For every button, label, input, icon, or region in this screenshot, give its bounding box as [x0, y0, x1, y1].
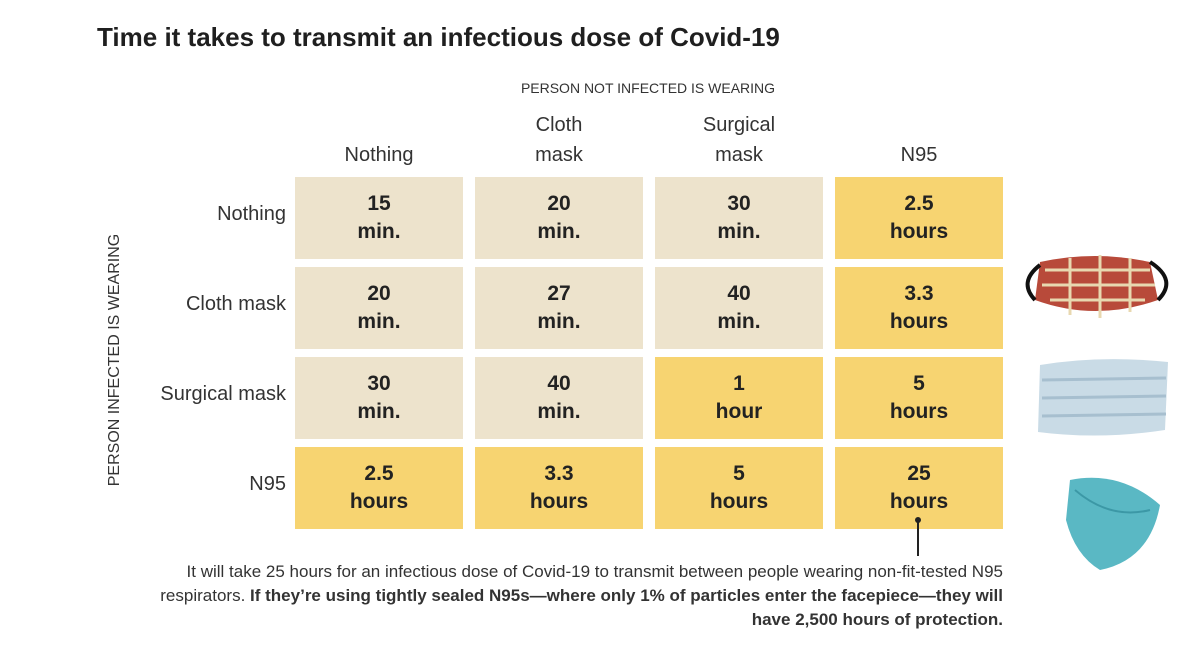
cell-unit: min.	[357, 310, 401, 333]
cell-unit: hours	[529, 490, 589, 513]
column-label-line: Nothing	[344, 144, 414, 166]
surgical-mask-icon	[1038, 359, 1168, 436]
cell-value: 40	[547, 372, 571, 395]
column-label: Cloth mask	[475, 110, 643, 170]
cell-value: 2.5	[904, 192, 934, 215]
cell-value: 40	[727, 282, 751, 305]
cell: 20 min.	[475, 177, 643, 259]
column-label-line: N95	[900, 144, 938, 166]
cell-unit: hours	[889, 490, 949, 513]
cell: 27 min.	[475, 267, 643, 349]
row-header: PERSON INFECTED IS WEARING	[106, 233, 123, 487]
cell-value: 5	[733, 462, 745, 485]
cell: 25 hours	[835, 447, 1003, 529]
cell-value: 1	[733, 372, 745, 395]
cell-unit: min.	[537, 220, 581, 243]
n95-icon	[1066, 477, 1160, 570]
cell-unit: hour	[715, 400, 763, 423]
cell-value: 27	[547, 282, 571, 305]
cell-unit: hours	[889, 310, 949, 333]
cell: 5 hours	[655, 447, 823, 529]
cell-value: 3.3	[904, 282, 934, 305]
cell: 2.5 hours	[835, 177, 1003, 259]
cell-unit: hours	[889, 400, 949, 423]
cloth-mask-icon	[1025, 255, 1169, 318]
cell: 20 min.	[295, 267, 463, 349]
column-label-line: Surgical	[702, 114, 776, 136]
cell: 2.5 hours	[295, 447, 463, 529]
cell-value: 30	[727, 192, 751, 215]
note-bold: If they’re using tightly sealed N95s—whe…	[250, 586, 1003, 629]
column-label: N95	[835, 140, 1003, 170]
cell: 1 hour	[655, 357, 823, 439]
column-label-line: Cloth	[535, 114, 583, 136]
row-label: Cloth mask	[185, 293, 286, 315]
cell: 3.3 hours	[475, 447, 643, 529]
cell-value: 25	[907, 462, 931, 485]
cell-unit: hours	[349, 490, 409, 513]
row-label: Nothing	[217, 203, 286, 225]
column-label: Nothing	[295, 140, 463, 170]
cell-unit: min.	[357, 220, 401, 243]
cell-unit: min.	[537, 310, 581, 333]
cell: 15 min.	[295, 177, 463, 259]
cell-value: 20	[547, 192, 571, 215]
cell-value: 2.5	[364, 462, 394, 485]
cell-value: 30	[367, 372, 391, 395]
cell-unit: min.	[357, 400, 401, 423]
cell: 40 min.	[655, 267, 823, 349]
cell-unit: min.	[537, 400, 581, 423]
cell-value: 3.3	[544, 462, 574, 485]
row-label: N95	[249, 473, 286, 495]
cell: 30 min.	[295, 357, 463, 439]
cell: 3.3 hours	[835, 267, 1003, 349]
cell-unit: hours	[889, 220, 949, 243]
cell: 30 min.	[655, 177, 823, 259]
row-label: Surgical mask	[160, 383, 286, 405]
note: It will take 25 hours for an infectious …	[143, 560, 1003, 632]
cell-unit: hours	[709, 490, 769, 513]
cell: 5 hours	[835, 357, 1003, 439]
column-header: PERSON NOT INFECTED IS WEARING	[520, 80, 776, 96]
title: Time it takes to transmit an infectious …	[97, 22, 780, 52]
cell: 40 min.	[475, 357, 643, 439]
cell-unit: min.	[717, 310, 761, 333]
note-regular: It will take 25 hours for an infectious …	[160, 562, 1003, 605]
column-label: Surgical mask	[655, 110, 823, 170]
cell-value: 15	[367, 192, 391, 215]
cell-unit: min.	[717, 220, 761, 243]
cell-value: 20	[367, 282, 391, 305]
cell-value: 5	[913, 372, 925, 395]
column-label-line: mask	[535, 144, 583, 166]
column-label-line: mask	[715, 144, 763, 166]
